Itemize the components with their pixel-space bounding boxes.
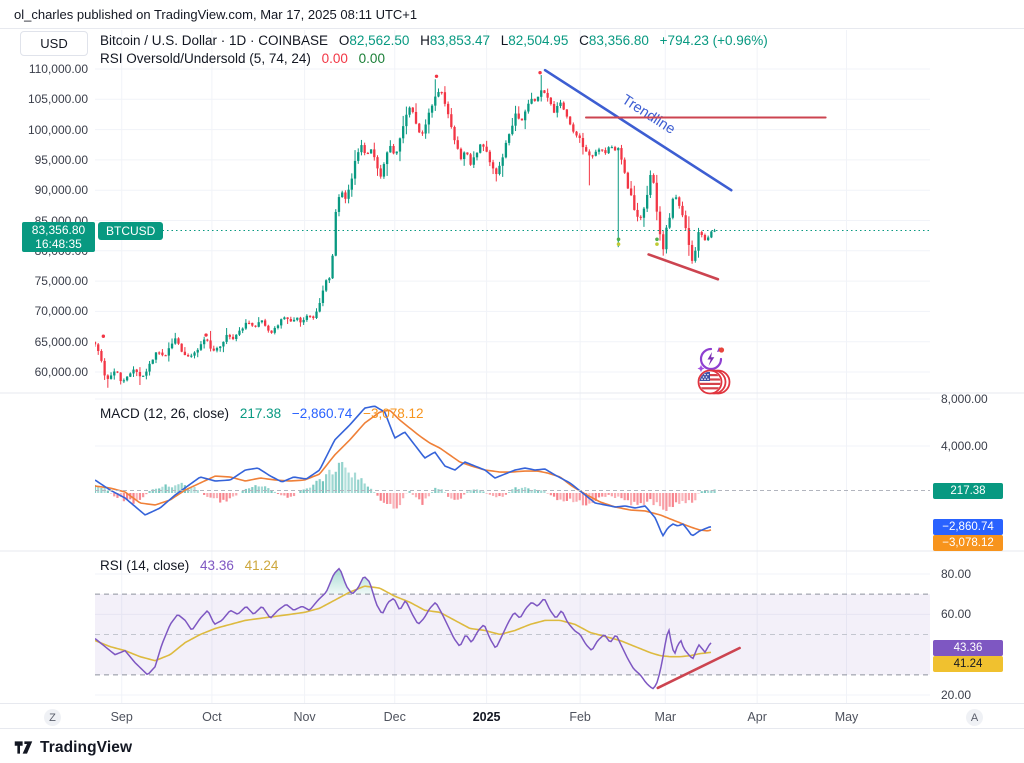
symbol-chip: BTCUSD	[98, 222, 164, 240]
rsi-value: 43.36	[200, 558, 234, 573]
rsi-ou-indicator-legend[interactable]: RSI Oversold/Undersold (5, 74, 24) 0.00 …	[100, 51, 385, 66]
price-axis-label: 95,000.00	[34, 153, 88, 167]
rsi-axis-label: 60.00	[941, 607, 972, 621]
timezone-button[interactable]: Z	[44, 709, 61, 726]
ohlc-high-label: H	[420, 33, 430, 48]
main-series-legend[interactable]: Bitcoin / U.S. Dollar · 1D · COINBASE O8…	[100, 33, 768, 48]
ohlc-close-label: C	[579, 33, 589, 48]
time-axis[interactable]: Z A Sep Oct Nov Dec 2025 Feb Mar Apr May	[0, 703, 1024, 729]
rsi-axis-tag: 43.36	[933, 640, 1003, 656]
time-axis-month-label: Sep	[110, 710, 133, 724]
ohlc-open-label: O	[338, 33, 350, 48]
time-axis-month-label: Nov	[293, 710, 316, 724]
macd-line-axis-tag: −2,860.74	[933, 519, 1003, 535]
rsi-series	[95, 567, 930, 690]
ohlc-close-value: 83,356.80	[588, 33, 649, 48]
countdown-timer: 16:48:35	[35, 237, 82, 251]
time-axis-month-label: May	[834, 710, 859, 724]
price-axis-label: 65,000.00	[34, 335, 88, 349]
macd-signal-value: −3,078.12	[363, 406, 424, 421]
macd-axis-label: 4,000.00	[941, 439, 988, 453]
macd-line-value: −2,860.74	[291, 406, 353, 421]
macd-signal-axis-tag: −3,078.12	[933, 535, 1003, 551]
time-axis-month-label: Feb	[569, 710, 591, 724]
rsi-ou-value-1: 0.00	[321, 51, 348, 66]
last-price-value: 83,356.80	[31, 223, 86, 237]
time-axis-month-label: Dec	[383, 710, 406, 724]
macd-axis-label: 8,000.00	[941, 392, 988, 406]
ohlc-open-value: 82,562.50	[349, 33, 410, 48]
rsi-ma-axis-tag: 41.24	[933, 656, 1003, 672]
macd-legend[interactable]: MACD (12, 26, close) 217.38 −2,860.74 −3…	[100, 406, 424, 421]
rsi-ma-value: 41.24	[244, 558, 279, 573]
rsi-axis-label: 80.00	[941, 567, 972, 581]
ohlc-low-label: L	[500, 33, 509, 48]
price-axis-label: 105,000.00	[27, 92, 88, 106]
rsi-legend[interactable]: RSI (14, close) 43.36 41.24	[100, 558, 278, 573]
ohlc-high-value: 83,853.47	[429, 33, 490, 48]
rsi-ou-value-2: 0.00	[358, 51, 385, 66]
symbol-title: Bitcoin / U.S. Dollar · 1D · COINBASE	[100, 33, 329, 48]
change-value: +794.23 (+0.96%)	[659, 33, 768, 48]
macd-hist-axis-tag: 217.38	[933, 483, 1003, 499]
svg-text:Trendline: Trendline	[619, 92, 678, 138]
macd-title: MACD (12, 26, close)	[100, 406, 230, 421]
last-price-tag: 83,356.80 16:48:35	[22, 222, 95, 252]
time-axis-month-label: 2025	[472, 710, 501, 724]
price-axis-label: 100,000.00	[27, 123, 88, 137]
macd-series	[95, 405, 716, 538]
time-axis-month-label: Oct	[202, 710, 222, 724]
usa-flag-coin-icon	[697, 369, 731, 395]
price-axis-label: 75,000.00	[34, 274, 88, 288]
tradingview-logo-icon	[14, 741, 33, 754]
header-divider	[0, 28, 1024, 29]
macd-hist-value: 217.38	[239, 406, 282, 421]
rsi-axis-label: 20.00	[941, 688, 972, 702]
currency-toggle-button[interactable]: USD	[20, 31, 88, 56]
time-axis-month-label: Mar	[654, 710, 677, 724]
price-axis-label: 70,000.00	[34, 304, 88, 318]
ohlc-low-value: 82,504.95	[508, 33, 569, 48]
price-axis-label: 90,000.00	[34, 183, 88, 197]
publish-header: ol_charles published on TradingView.com,…	[14, 7, 418, 22]
brand-text: TradingView	[40, 738, 133, 756]
rsi-ou-title: RSI Oversold/Undersold (5, 74, 24)	[100, 51, 311, 66]
time-axis-month-label: Apr	[747, 710, 767, 724]
tradingview-brand-link[interactable]: TradingView	[13, 737, 132, 758]
price-axis-label: 60,000.00	[34, 365, 88, 379]
ai-sparkle-refresh-icon	[697, 347, 725, 372]
rsi-title: RSI (14, close)	[100, 558, 190, 573]
candlestick-series	[95, 70, 716, 388]
auto-scale-button[interactable]: A	[966, 709, 983, 726]
price-axis-label: 110,000.00	[28, 62, 88, 76]
